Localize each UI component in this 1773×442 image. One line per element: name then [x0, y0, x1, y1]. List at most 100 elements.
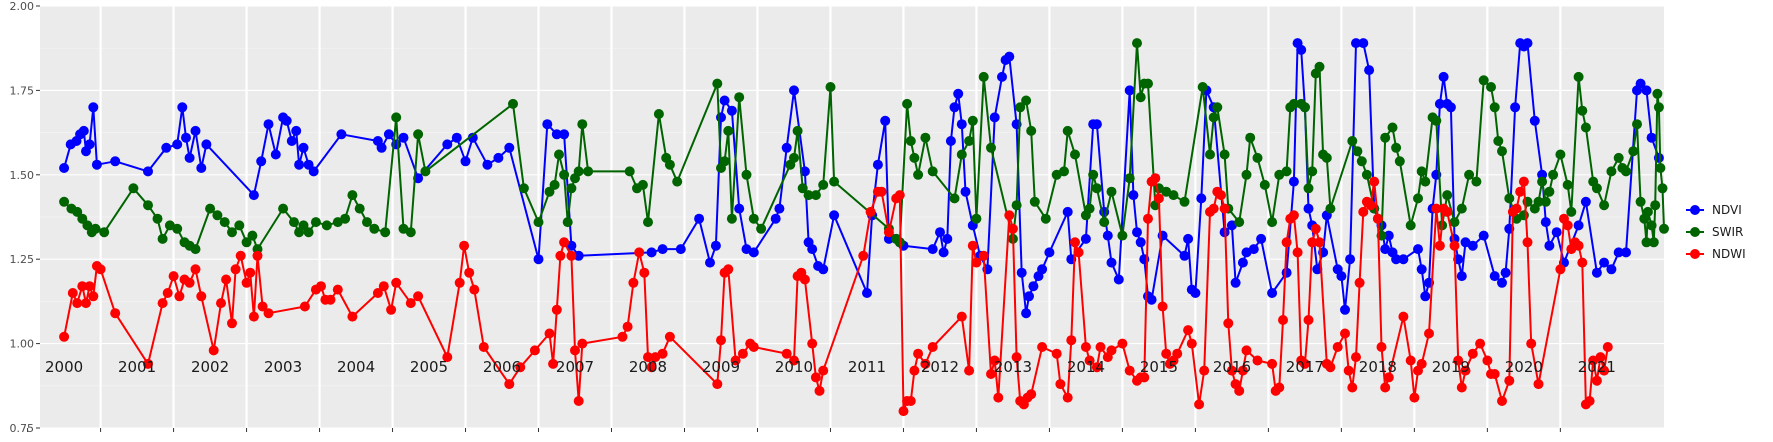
data-point-ndwi [544, 328, 555, 339]
data-point-ndvi [942, 233, 953, 244]
data-point-swir [643, 217, 653, 228]
data-point-swir [1040, 213, 1051, 224]
data-point-swir [1307, 166, 1318, 177]
data-point-ndvi [1383, 230, 1394, 241]
data-point-ndwi [1460, 365, 1471, 376]
data-point-swir [909, 152, 920, 163]
data-point-swir [321, 220, 332, 231]
year-label: 2002 [191, 358, 229, 376]
data-point-ndwi [1489, 369, 1500, 379]
data-point-swir [1021, 95, 1032, 106]
data-point-ndwi [221, 274, 232, 285]
data-point-swir [1504, 193, 1515, 204]
data-point-ndwi [1252, 355, 1263, 366]
data-point-swir [1099, 217, 1110, 228]
data-point-swir [1464, 169, 1475, 180]
data-point-ndwi [1482, 355, 1493, 366]
data-point-ndwi [1369, 176, 1380, 187]
data-point-ndvi [1420, 291, 1431, 302]
data-point-ndvi [1281, 267, 1292, 278]
data-point-ndvi [1312, 264, 1323, 275]
data-point-ndwi [1004, 210, 1015, 221]
data-point-ndwi [1026, 389, 1037, 400]
data-point-swir [1555, 149, 1566, 160]
data-point-swir [1566, 206, 1577, 217]
data-point-ndwi [88, 291, 99, 302]
data-point-ndvi [190, 125, 201, 136]
legend-item-ndwi: NDWI [1686, 247, 1746, 261]
data-point-ndwi [81, 298, 91, 309]
data-point-ndwi [1267, 358, 1278, 369]
data-point-swir [1599, 200, 1610, 211]
data-point-ndvi [1021, 308, 1032, 319]
data-point-ndvi [172, 139, 183, 150]
data-point-ndwi [646, 362, 657, 373]
data-point-ndwi [634, 247, 645, 258]
data-point-ndwi [737, 348, 748, 359]
data-point-ndwi [1237, 365, 1248, 376]
data-point-swir [1632, 119, 1642, 130]
data-point-swir [234, 220, 245, 231]
data-point-swir [927, 166, 938, 177]
data-point-swir [380, 227, 391, 238]
data-point-swir [719, 156, 730, 167]
data-point-swir [1562, 179, 1573, 190]
data-point-ndvi [657, 244, 668, 255]
year-label: 2015 [1140, 358, 1178, 376]
data-point-ndvi [482, 159, 493, 170]
y-tick-label: 1.25 [10, 253, 35, 266]
data-point-swir [913, 169, 924, 180]
data-point-swir [340, 213, 351, 224]
year-label: 2020 [1505, 358, 1543, 376]
data-point-ndvi [1497, 277, 1507, 288]
data-point-ndvi [1646, 132, 1657, 143]
data-point-ndwi [1055, 379, 1066, 390]
year-label: 2001 [118, 358, 156, 376]
data-point-swir [1537, 176, 1548, 187]
data-point-swir [1299, 102, 1310, 113]
data-point-swir [241, 237, 252, 248]
year-label: 2006 [483, 358, 521, 376]
data-point-ndwi [1376, 342, 1387, 352]
data-point-swir [59, 196, 70, 207]
data-point-ndvi [1621, 247, 1631, 258]
data-point-ndvi [1551, 227, 1562, 238]
data-point-ndvi [1028, 281, 1039, 292]
y-tick-label: 1.75 [10, 84, 35, 97]
data-point-swir [1197, 82, 1208, 92]
data-point-ndwi [993, 392, 1004, 403]
data-point-ndvi [1522, 38, 1533, 49]
data-point-swir [1449, 217, 1460, 228]
data-point-ndwi [566, 250, 577, 261]
data-point-swir [723, 125, 734, 136]
data-point-swir [672, 176, 683, 187]
data-point-ndwi [1347, 382, 1358, 393]
data-point-ndvi [88, 102, 99, 113]
data-point-swir [247, 230, 258, 241]
year-label: 2009 [702, 358, 740, 376]
data-point-swir [518, 183, 529, 194]
data-point-ndwi [920, 358, 931, 369]
data-point-swir [1493, 136, 1504, 146]
data-point-ndwi [1062, 392, 1073, 403]
data-point-ndwi [1234, 385, 1245, 396]
data-point-swir [303, 227, 314, 238]
data-point-ndvi [1529, 115, 1540, 126]
data-point-ndwi [1186, 338, 1197, 349]
data-point-ndvi [1196, 193, 1207, 204]
data-point-ndwi [1497, 396, 1507, 406]
data-point-ndwi [263, 308, 274, 319]
data-point-ndwi [230, 264, 241, 275]
legend-key-point [1690, 249, 1700, 259]
data-point-ndwi [1066, 335, 1077, 346]
data-point-swir [562, 217, 573, 228]
data-point-swir [1259, 179, 1270, 190]
data-point-ndvi [694, 213, 705, 224]
data-point-ndvi [291, 125, 302, 136]
data-point-swir [219, 217, 230, 228]
data-point-ndvi [1080, 233, 1091, 244]
data-point-swir [1084, 203, 1095, 214]
data-point-ndvi [298, 142, 309, 153]
data-point-swir [508, 98, 518, 109]
